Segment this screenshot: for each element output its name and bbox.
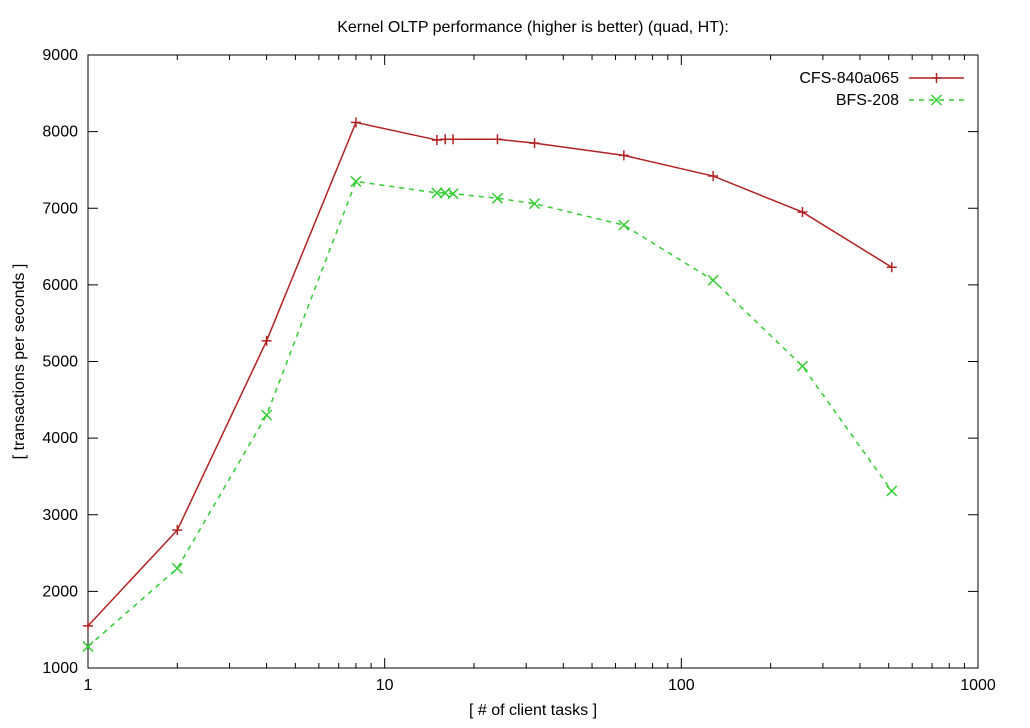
- x-tick-label: 100: [668, 677, 695, 694]
- chart-container: 1000 2000 3000 4000 5000 6000 7000 8000 9000 1 10 1…: [0, 0, 1030, 723]
- y-tick-label: 7000: [42, 200, 78, 217]
- y-tick-label: 9000: [42, 47, 78, 64]
- x-axis-label: [ # of client tasks ]: [469, 702, 597, 719]
- y-tick-label: 4000: [42, 430, 78, 447]
- y-tick-label: 2000: [42, 583, 78, 600]
- x-tick-label: 1000: [960, 677, 996, 694]
- y-tick-label: 3000: [42, 507, 78, 524]
- y-tick-label: 5000: [42, 354, 78, 371]
- y-tick-label: 1000: [42, 660, 78, 677]
- y-tick-label: 8000: [42, 124, 78, 141]
- chart-title: Kernel OLTP performance (higher is bette…: [337, 19, 729, 36]
- x-tick-label: 10: [376, 677, 394, 694]
- plot-border: [88, 55, 978, 668]
- legend-label: BFS-208: [836, 92, 899, 109]
- oltp-performance-chart: 1000 2000 3000 4000 5000 6000 7000 8000 9000 1 10 1…: [0, 0, 1030, 723]
- y-axis-label: [ transactions per seconds ]: [11, 264, 28, 460]
- legend-label: CFS-840a065: [799, 70, 899, 87]
- y-tick-label: 6000: [42, 277, 78, 294]
- x-tick-label: 1: [84, 677, 93, 694]
